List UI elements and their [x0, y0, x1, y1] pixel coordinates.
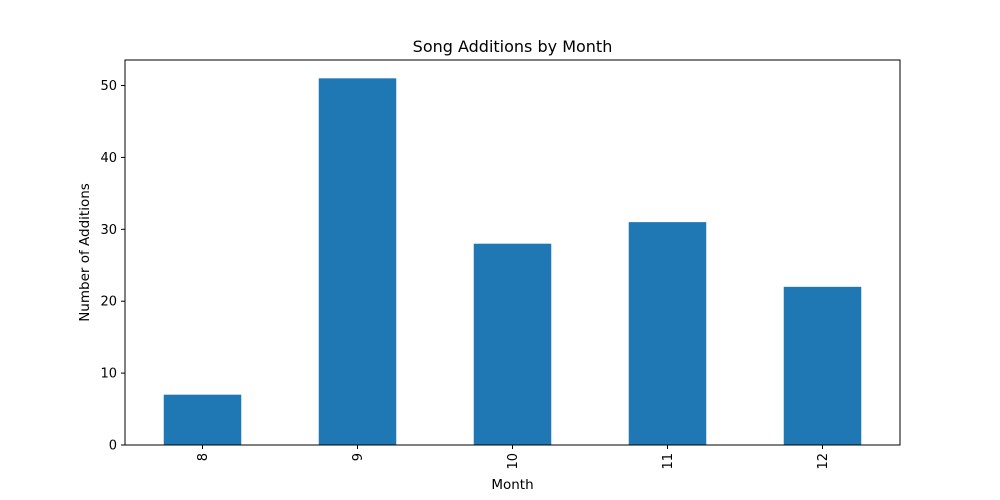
y-axis-title: Number of Additions — [77, 183, 93, 322]
bar-11 — [628, 222, 707, 445]
y-tick-label: 0 — [109, 439, 117, 454]
bar-10 — [473, 243, 552, 445]
x-tick-label: 12 — [816, 453, 831, 470]
bar-8 — [163, 394, 242, 445]
bar-12 — [783, 286, 862, 445]
x-tick-label: 8 — [196, 453, 211, 461]
bars-group — [163, 78, 862, 445]
y-tick-label: 40 — [100, 151, 117, 166]
bar-9 — [318, 78, 397, 445]
x-axis: 8 9 10 11 12 — [196, 445, 831, 470]
y-axis: 0 10 20 30 40 50 — [100, 79, 125, 454]
chart-title: Song Additions by Month — [413, 37, 613, 56]
x-tick-label: 11 — [661, 453, 676, 470]
y-tick-label: 20 — [100, 295, 117, 310]
y-tick-label: 50 — [100, 79, 117, 94]
y-tick-label: 10 — [100, 367, 117, 382]
plot-frame — [124, 59, 901, 446]
x-axis-title: Month — [491, 477, 533, 493]
x-tick-label: 10 — [506, 453, 521, 470]
x-tick-label: 9 — [351, 453, 366, 461]
y-tick-label: 30 — [100, 223, 117, 238]
